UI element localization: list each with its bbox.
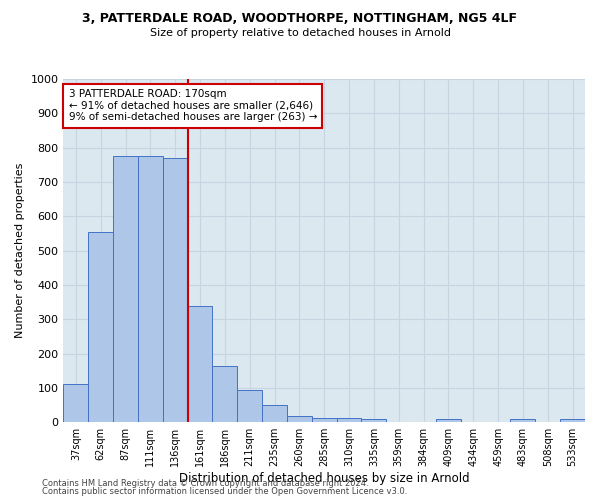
Bar	[64, 384, 88, 422]
Bar	[237, 390, 262, 422]
X-axis label: Distribution of detached houses by size in Arnold: Distribution of detached houses by size …	[179, 472, 470, 485]
Bar	[163, 158, 188, 422]
Bar	[361, 419, 386, 422]
Text: Size of property relative to detached houses in Arnold: Size of property relative to detached ho…	[149, 28, 451, 38]
Bar	[312, 418, 337, 422]
Bar	[511, 420, 535, 422]
Bar	[262, 405, 287, 422]
Bar	[88, 232, 113, 422]
Bar	[138, 156, 163, 422]
Bar	[188, 306, 212, 422]
Bar	[113, 156, 138, 422]
Text: Contains public sector information licensed under the Open Government Licence v3: Contains public sector information licen…	[42, 487, 407, 496]
Bar	[436, 420, 461, 422]
Y-axis label: Number of detached properties: Number of detached properties	[15, 163, 25, 338]
Text: 3, PATTERDALE ROAD, WOODTHORPE, NOTTINGHAM, NG5 4LF: 3, PATTERDALE ROAD, WOODTHORPE, NOTTINGH…	[83, 12, 517, 26]
Bar	[337, 418, 361, 422]
Bar	[212, 366, 237, 422]
Bar	[560, 420, 585, 422]
Bar	[287, 416, 312, 422]
Text: 3 PATTERDALE ROAD: 170sqm
← 91% of detached houses are smaller (2,646)
9% of sem: 3 PATTERDALE ROAD: 170sqm ← 91% of detac…	[68, 90, 317, 122]
Text: Contains HM Land Registry data © Crown copyright and database right 2024.: Contains HM Land Registry data © Crown c…	[42, 478, 368, 488]
